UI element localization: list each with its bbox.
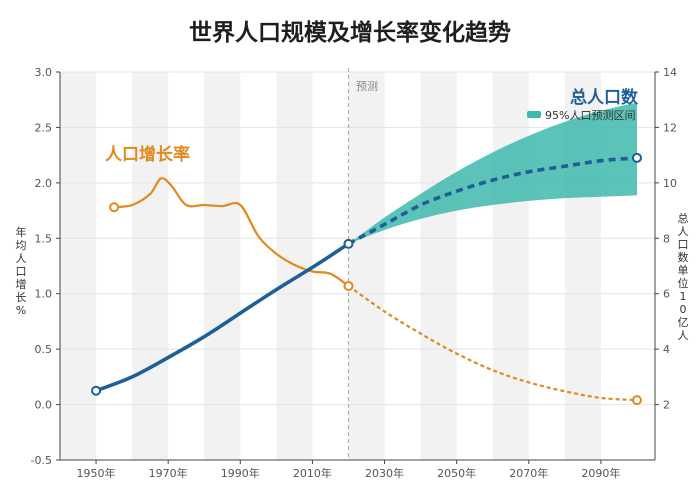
right-tick-label: 6 xyxy=(663,288,670,301)
x-tick-label: 1990年 xyxy=(221,466,260,480)
x-tick-label: 2050年 xyxy=(437,466,476,480)
legend-band-label: 95%人口预测区间 xyxy=(545,109,635,122)
total-population-historical-line xyxy=(94,242,351,393)
total-population-projection-line xyxy=(347,156,638,246)
axis-title-char: 位 xyxy=(678,276,689,290)
x-tick-label: 2070年 xyxy=(509,466,548,480)
axis-title-char: 数 xyxy=(678,251,689,264)
right-tick-label: 2 xyxy=(663,399,670,412)
left-tick-label: 2.5 xyxy=(35,121,53,134)
axis-title-char: 单 xyxy=(678,264,689,277)
total-population-marker xyxy=(343,238,354,249)
x-tick-label: 2010年 xyxy=(293,466,332,480)
background-stripe xyxy=(492,72,529,460)
right-tick-label: 10 xyxy=(663,177,677,190)
axis-title-char: 总 xyxy=(678,211,689,225)
series-layer xyxy=(94,156,638,402)
left-tick-label: 1.0 xyxy=(35,288,53,301)
growth-rate-projection-line xyxy=(347,285,638,402)
left-tick-label: -0.5 xyxy=(31,454,52,467)
background-stripe xyxy=(132,72,169,460)
x-tick-label: 2090年 xyxy=(581,466,620,480)
axis-title-char: 年 xyxy=(16,225,27,239)
axis-title-char: 亿 xyxy=(678,316,689,329)
growth-rate-series-label: 人口增长率 xyxy=(105,144,190,165)
axis-title-char: 均 xyxy=(16,239,27,252)
x-tick-label: 1970年 xyxy=(149,466,188,480)
axis-title-char: 0 xyxy=(680,303,687,316)
prediction-band-layer xyxy=(348,102,637,244)
axis-title-char: 口 xyxy=(678,238,689,251)
legend-band-swatch xyxy=(527,111,541,118)
right-tick-label: 4 xyxy=(663,343,670,356)
total-population-marker xyxy=(91,385,102,396)
total-population-marker xyxy=(631,152,642,163)
axis-title-char: 口 xyxy=(16,265,27,278)
right-tick-label: 12 xyxy=(663,121,677,134)
right-axis-title: 总人口数单位 1 0 亿人 xyxy=(678,211,689,342)
left-tick-label: 0.5 xyxy=(35,343,53,356)
chart-title: 世界人口规模及增长率变化趋势 xyxy=(189,19,511,46)
total-population-series-label: 总人口数 xyxy=(570,87,639,108)
axis-title-char: 长 xyxy=(16,291,27,304)
x-tick-label: 2030年 xyxy=(365,466,404,480)
axes-layer: -0.5 0.0 0.5 1.0 1.5 2.0 2.5 3.0 2 4 6 8 10 12 14 1950年… xyxy=(31,66,677,480)
axis-title-char: 1 xyxy=(680,290,687,303)
left-axis-title: 年均人口增长% xyxy=(16,225,27,317)
left-tick-label: 0.0 xyxy=(35,399,53,412)
axis-title-char: 人 xyxy=(678,225,689,238)
background-stripe xyxy=(204,72,241,460)
left-tick-label: 1.5 xyxy=(35,232,53,245)
prediction-band xyxy=(348,102,637,244)
background-stripe xyxy=(60,72,97,460)
forecast-label: 预测 xyxy=(356,80,378,93)
left-tick-label: 3.0 xyxy=(35,66,53,79)
background-stripe xyxy=(348,72,385,460)
background-stripe xyxy=(420,72,457,460)
growth-rate-marker xyxy=(109,202,120,213)
growth-rate-marker xyxy=(343,280,354,291)
left-tick-label: 2.0 xyxy=(35,177,53,190)
growth-rate-marker xyxy=(631,395,642,406)
x-tick-label: 1950年 xyxy=(77,466,116,480)
axis-title-char: % xyxy=(16,304,26,317)
right-tick-label: 8 xyxy=(663,232,670,245)
axis-title-char: 人 xyxy=(678,329,689,342)
axis-title-char: 人 xyxy=(16,252,27,265)
background-stripes xyxy=(60,72,601,460)
points-layer xyxy=(91,152,642,406)
axis-title-char: 增 xyxy=(16,277,27,291)
right-tick-label: 14 xyxy=(663,66,677,79)
